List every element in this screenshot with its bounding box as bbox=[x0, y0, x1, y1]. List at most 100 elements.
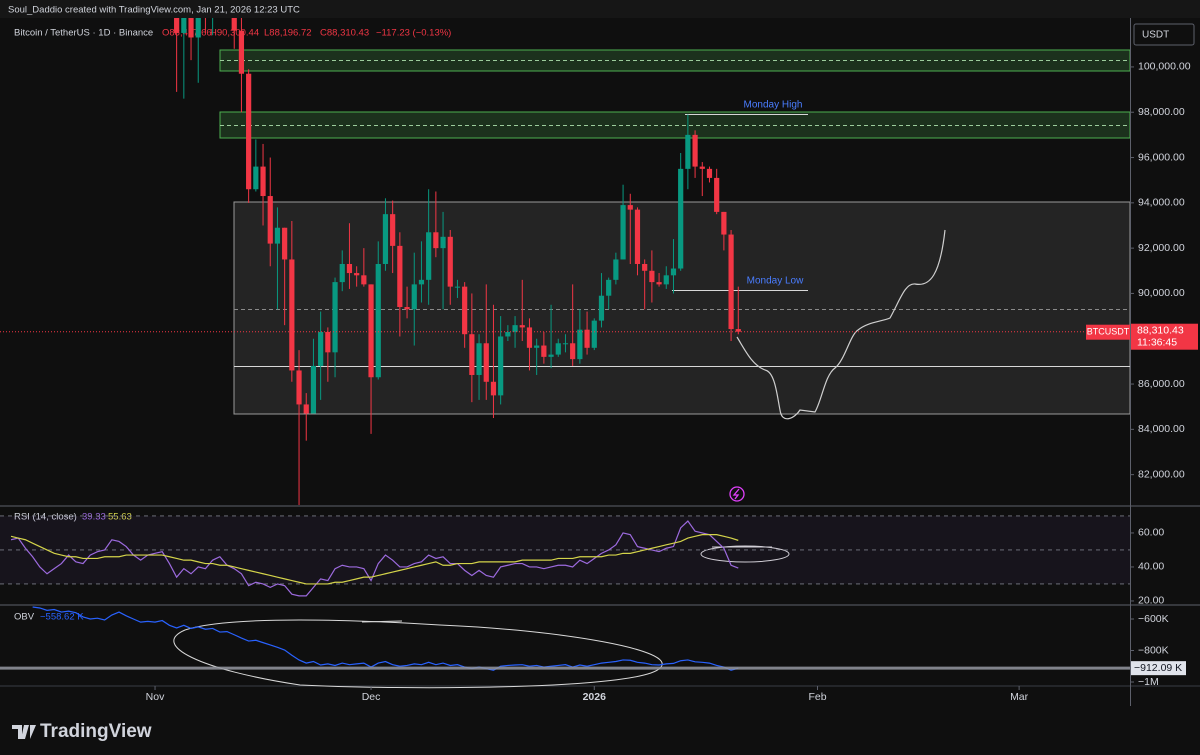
y-tick-label: −1M bbox=[1138, 676, 1159, 688]
last-value-label: −912.09 K bbox=[1134, 662, 1182, 674]
candle-body bbox=[404, 307, 410, 310]
y-tick-label: 98,000.00 bbox=[1138, 106, 1185, 118]
candle-body bbox=[339, 263, 345, 283]
x-tick-label: Feb bbox=[808, 691, 826, 703]
symbol-box bbox=[1086, 324, 1130, 340]
candle-body bbox=[627, 205, 633, 210]
candle-body bbox=[282, 227, 288, 260]
candle-body bbox=[555, 343, 561, 355]
brand-logo bbox=[12, 725, 36, 739]
legend-value: L88,196.72 bbox=[264, 28, 312, 39]
pane bbox=[0, 515, 1130, 597]
candle-body bbox=[447, 236, 453, 287]
candle-body bbox=[526, 327, 533, 348]
last-price-label: 88,310.43 bbox=[1137, 324, 1184, 336]
candle-body bbox=[634, 209, 641, 264]
legend-value: 39.33 bbox=[82, 512, 106, 523]
candle-body bbox=[418, 279, 425, 285]
last-value-box bbox=[1131, 661, 1186, 676]
candle-body bbox=[390, 214, 396, 246]
candle-body bbox=[181, 18, 187, 33]
y-tick-label: 84,000.00 bbox=[1138, 423, 1185, 435]
candle-body bbox=[303, 404, 309, 414]
candle-body bbox=[368, 284, 374, 378]
y-tick-label: −600K bbox=[1138, 613, 1169, 625]
candle-body bbox=[246, 73, 252, 190]
candle-body bbox=[433, 232, 439, 249]
legend-value: −558.62 K bbox=[40, 612, 84, 623]
pane bbox=[174, 18, 741, 505]
candle-body bbox=[656, 282, 662, 285]
last-price-box bbox=[1131, 323, 1198, 350]
candle-body bbox=[188, 18, 194, 38]
candle-body bbox=[591, 320, 597, 348]
indicator-title: OBV bbox=[14, 612, 35, 623]
candle-body bbox=[606, 279, 612, 296]
candle-body bbox=[598, 295, 605, 321]
chart-title: Bitcoin / TetherUS · 1D · Binance bbox=[14, 28, 153, 39]
candle-body bbox=[476, 343, 482, 375]
candle-body bbox=[692, 134, 698, 167]
drawing-ellipse bbox=[700, 545, 790, 563]
y-tick-label: 90,000.00 bbox=[1138, 287, 1185, 299]
candle-body bbox=[274, 227, 281, 244]
x-tick-label: Dec bbox=[362, 691, 381, 703]
candle-body bbox=[735, 329, 741, 332]
credit: Soul_Daddio created with TradingView.com… bbox=[8, 5, 300, 16]
candle-body bbox=[699, 166, 705, 169]
candle-body bbox=[483, 343, 489, 382]
projection-path bbox=[736, 229, 946, 420]
candle-body bbox=[318, 331, 324, 366]
event-icon-bolt bbox=[732, 488, 740, 500]
y-tick-label: 92,000.00 bbox=[1138, 242, 1185, 254]
y-tick-label: −800K bbox=[1138, 644, 1169, 656]
currency-box[interactable] bbox=[1133, 23, 1195, 46]
candle-body bbox=[361, 275, 367, 285]
candle-body bbox=[714, 177, 720, 212]
candle-body bbox=[332, 282, 338, 353]
candle-body bbox=[267, 196, 273, 244]
indicator-title: RSI (14, close) bbox=[14, 512, 77, 523]
indicator-line bbox=[10, 534, 739, 585]
legend-value: C88,310.43 bbox=[320, 28, 369, 39]
candle-body bbox=[375, 263, 381, 378]
y-tick-label: 82,000.00 bbox=[1138, 468, 1185, 480]
indicator-line bbox=[32, 606, 739, 671]
candle-body bbox=[649, 270, 655, 283]
indicator-line bbox=[10, 520, 739, 597]
candle-body bbox=[174, 18, 180, 33]
countdown: 11:36:45 bbox=[1137, 336, 1177, 348]
candle-body bbox=[534, 345, 540, 348]
candle-body bbox=[469, 334, 475, 375]
candle-body bbox=[238, 30, 245, 74]
candle-body bbox=[584, 329, 590, 348]
candle-body bbox=[498, 336, 504, 396]
currency[interactable]: USDT bbox=[1142, 30, 1169, 41]
event-icon[interactable] bbox=[729, 486, 745, 502]
candle-body bbox=[678, 168, 684, 269]
candle-body bbox=[253, 166, 259, 190]
candle-body bbox=[397, 245, 403, 308]
candle-body bbox=[519, 325, 525, 328]
y-tick-label: 60.00 bbox=[1138, 527, 1164, 539]
candle-body bbox=[562, 343, 569, 345]
candle-body bbox=[512, 325, 518, 332]
candle-body bbox=[490, 381, 497, 396]
candle-body bbox=[548, 354, 554, 357]
symbol-label: BTCUSDT bbox=[1087, 327, 1130, 337]
candle-body bbox=[325, 331, 331, 353]
candle-body bbox=[620, 205, 626, 260]
pane bbox=[32, 606, 739, 671]
y-tick-label: 86,000.00 bbox=[1138, 378, 1185, 390]
legend-value: −117.23 (−0.13%) bbox=[376, 28, 451, 39]
brand: TradingView bbox=[40, 721, 152, 742]
y-tick-label: 94,000.00 bbox=[1138, 197, 1185, 209]
candle-body bbox=[411, 284, 417, 310]
candle-body bbox=[462, 286, 468, 335]
candle-body bbox=[260, 166, 266, 197]
candle-body bbox=[440, 236, 446, 249]
candle-body bbox=[310, 365, 317, 414]
drawing-ellipse bbox=[173, 619, 663, 689]
